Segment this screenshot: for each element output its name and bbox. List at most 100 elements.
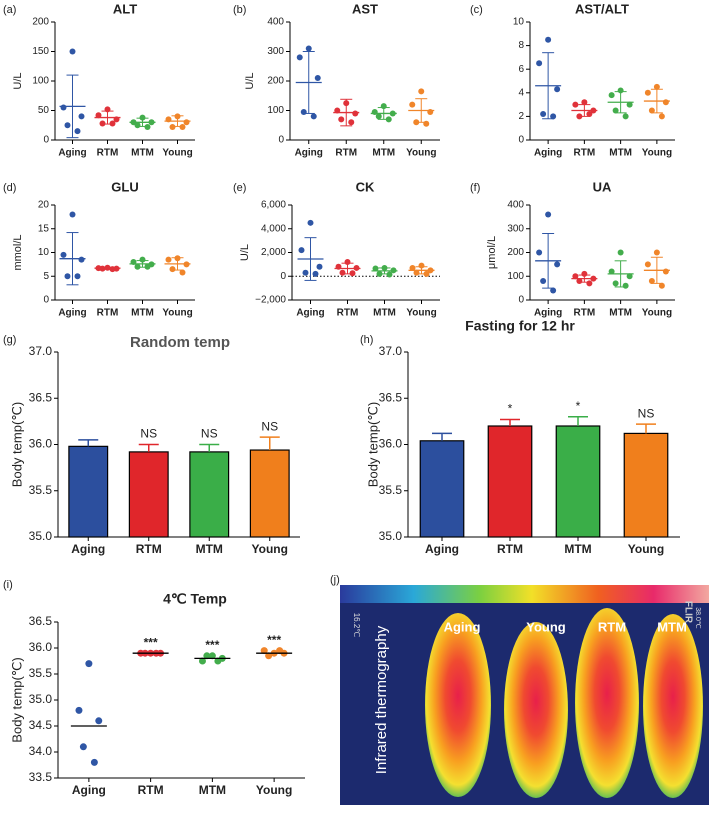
data-point: [622, 282, 629, 289]
data-point: [409, 264, 416, 271]
x-tick-label: RTM: [97, 148, 119, 159]
data-point: [144, 124, 151, 131]
y-tick-label: 400: [507, 200, 524, 211]
panel-label: (h): [360, 334, 373, 346]
data-point: [554, 86, 561, 93]
y-tick-label: 33.5: [29, 770, 53, 784]
data-point: [554, 261, 561, 268]
y-tick-label: 10: [38, 247, 50, 258]
data-point: [658, 282, 665, 289]
bar: [419, 440, 465, 538]
chart-title: GLU: [111, 179, 138, 194]
data-point: [626, 273, 633, 280]
y-tick-label: 20: [38, 200, 50, 211]
y-tick-label: 100: [507, 271, 524, 282]
x-tick-label: Aging: [295, 148, 323, 159]
x-tick-label: MTM: [373, 308, 396, 319]
data-point: [550, 287, 557, 294]
y-tick-label: 36.5: [379, 390, 403, 404]
data-point: [208, 652, 216, 660]
y-tick-label: 34.5: [29, 718, 53, 732]
data-point: [139, 256, 146, 263]
data-point: [109, 266, 116, 273]
y-tick-label: 36.5: [29, 390, 53, 404]
x-tick-label: Aging: [72, 783, 106, 797]
scale-min: 16.2℃: [352, 613, 361, 638]
x-tick-label: Aging: [71, 542, 105, 556]
x-tick-label: RTM: [497, 542, 523, 556]
data-point: [75, 706, 83, 714]
data-point: [581, 99, 588, 106]
y-tick-label: 37.0: [379, 344, 403, 358]
x-tick-label: MTM: [372, 148, 395, 159]
y-tick-label: 36.0: [379, 437, 403, 451]
bar: [487, 425, 533, 538]
data-point: [344, 259, 351, 265]
chart-title: Fasting for 12 hr: [465, 318, 575, 334]
data-point: [536, 60, 543, 67]
x-tick-label: MTM: [564, 542, 591, 556]
data-point: [298, 247, 305, 254]
y-tick-label: 4: [518, 87, 524, 98]
data-point: [658, 113, 665, 120]
data-point: [343, 100, 350, 107]
y-tick-label: 100: [267, 105, 284, 116]
data-point: [69, 48, 76, 55]
thermal-image: (j) Infrared thermography 16.2℃ 38.0℃ FL…: [330, 574, 709, 805]
x-tick-label: Aging: [534, 308, 562, 319]
data-point: [540, 278, 547, 284]
data-point: [423, 120, 430, 127]
data-point: [413, 269, 420, 276]
data-point: [662, 99, 669, 106]
y-tick-label: 10: [513, 17, 525, 28]
chart-title: ALT: [113, 1, 137, 16]
y-tick-label: 200: [32, 17, 49, 28]
data-point: [134, 122, 141, 129]
y-tick-label: 36.0: [29, 437, 53, 451]
chart-title: AST: [352, 1, 378, 16]
y-tick-label: 0: [278, 135, 284, 146]
y-tick-label: 35.5: [29, 666, 53, 680]
data-point: [622, 113, 629, 120]
significance-label: ***: [205, 638, 219, 652]
bar: [623, 432, 669, 538]
data-point: [581, 270, 588, 277]
y-tick-label: 300: [507, 223, 524, 234]
data-point: [314, 75, 321, 82]
y-axis-label: U/L: [244, 72, 256, 89]
chart-title: AST/ALT: [575, 1, 629, 16]
x-tick-label: RTM: [136, 542, 162, 556]
data-point: [109, 120, 116, 127]
color-scale: [340, 585, 709, 603]
y-tick-label: 50: [38, 105, 50, 116]
data-point: [576, 278, 583, 284]
data-point: [545, 211, 552, 218]
data-point: [60, 104, 67, 111]
y-tick-label: 34.0: [29, 744, 53, 758]
data-point: [85, 660, 93, 668]
data-point: [608, 92, 615, 99]
data-point: [78, 256, 85, 263]
data-point: [134, 263, 141, 270]
data-point: [265, 652, 273, 660]
x-tick-label: RTM: [337, 308, 359, 319]
x-tick-label: Aging: [58, 148, 86, 159]
y-tick-label: 100: [32, 76, 49, 87]
data-point: [572, 101, 579, 108]
x-tick-label: MTM: [609, 308, 632, 319]
x-tick-label: MTM: [609, 148, 632, 159]
data-point: [550, 113, 557, 120]
data-point: [302, 269, 309, 276]
bar: [189, 451, 230, 538]
bar: [555, 425, 601, 538]
x-tick-label: RTM: [574, 308, 596, 319]
y-tick-label: 35.0: [29, 529, 53, 543]
chart-title: Random temp: [130, 334, 230, 351]
data-point: [179, 124, 186, 131]
y-tick-label: 0: [43, 295, 49, 306]
y-tick-label: 37.0: [29, 344, 53, 358]
y-tick-label: 6: [518, 64, 524, 75]
y-tick-label: 0: [43, 135, 49, 146]
data-point: [198, 657, 206, 665]
data-point: [307, 219, 314, 226]
